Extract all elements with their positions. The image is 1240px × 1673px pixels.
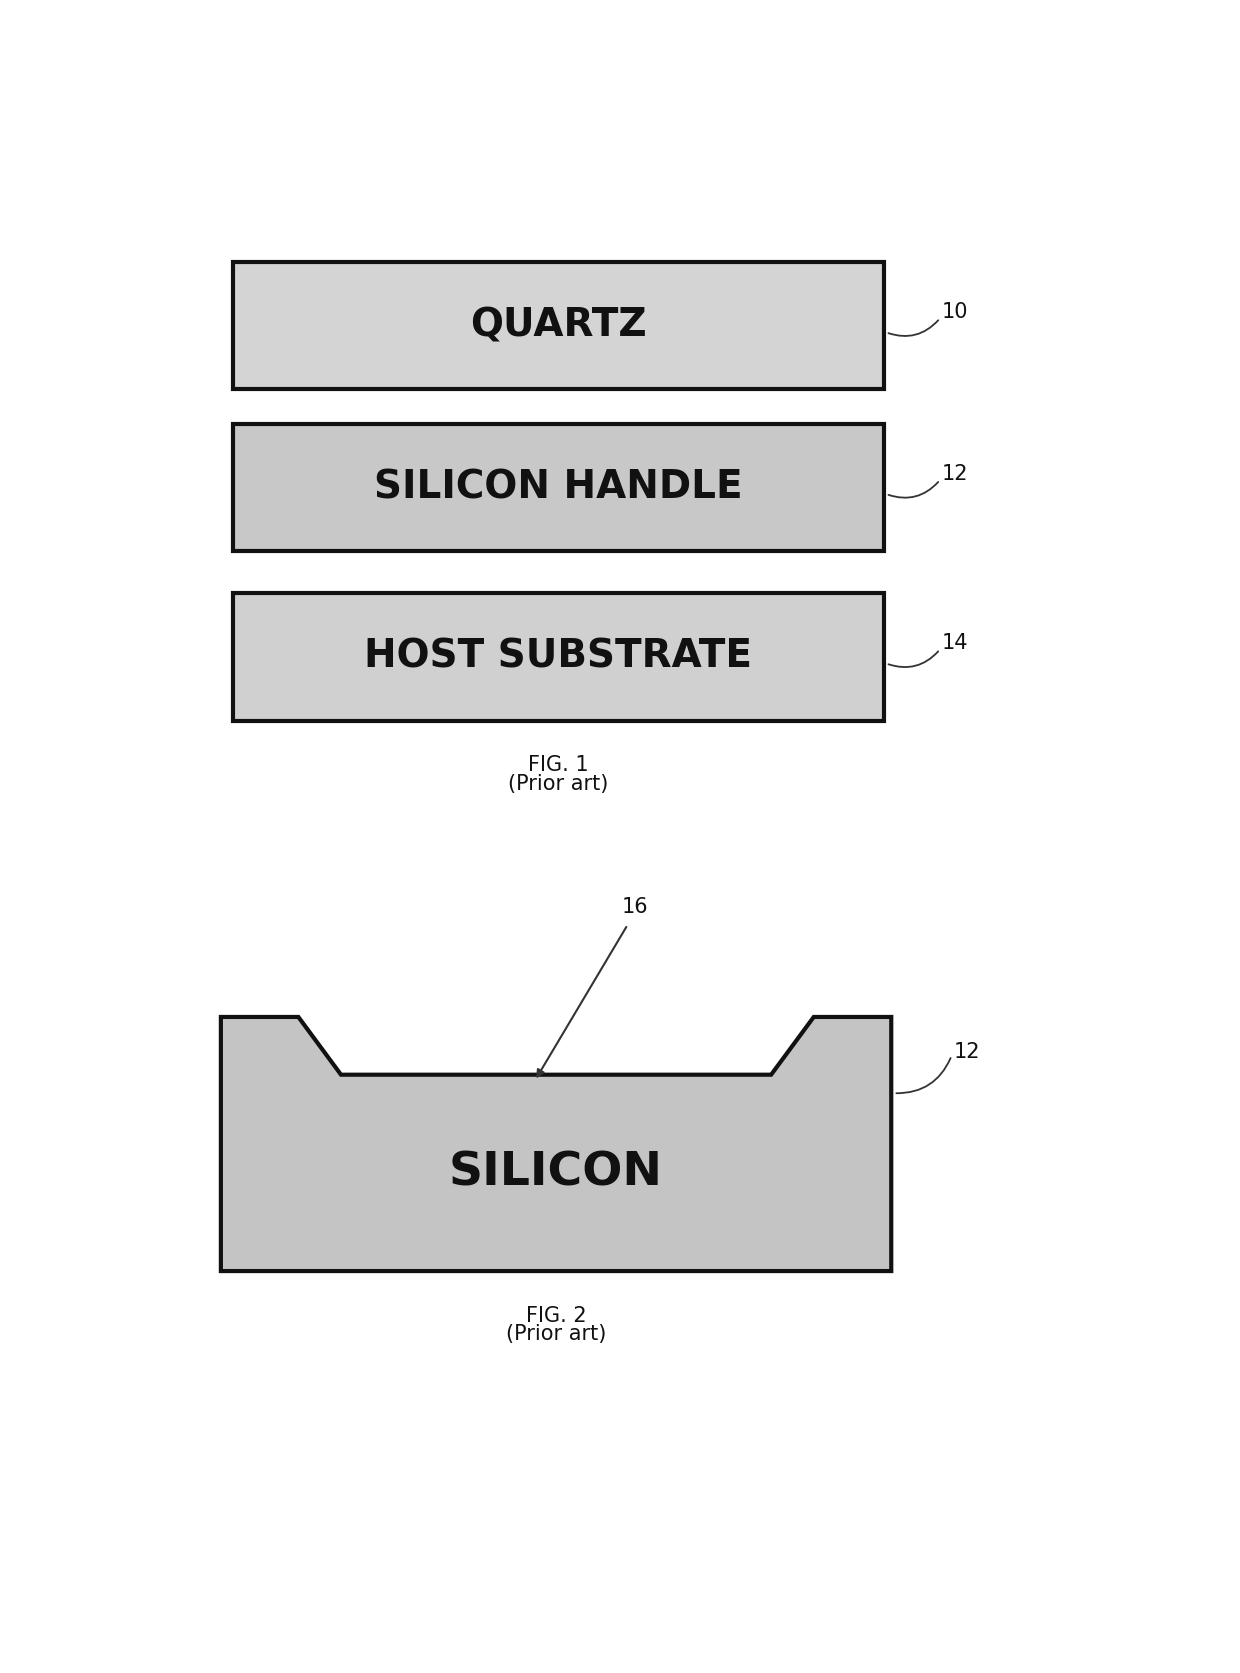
Text: FIG. 2: FIG. 2 (526, 1305, 587, 1325)
Text: 10: 10 (941, 303, 968, 321)
Text: QUARTZ: QUARTZ (470, 306, 646, 345)
Text: 12: 12 (954, 1042, 980, 1062)
Bar (233, 594, 883, 721)
Text: FIG. 1: FIG. 1 (528, 755, 588, 775)
Bar (233, 423, 883, 550)
Text: SILICON: SILICON (449, 1151, 663, 1196)
Bar (233, 263, 883, 390)
Text: HOST SUBSTRATE: HOST SUBSTRATE (365, 637, 751, 676)
Text: 14: 14 (941, 632, 968, 652)
Text: SILICON HANDLE: SILICON HANDLE (373, 468, 743, 507)
Text: 12: 12 (941, 463, 968, 483)
Text: 16: 16 (622, 897, 649, 917)
Text: (Prior art): (Prior art) (506, 1325, 606, 1343)
Text: (Prior art): (Prior art) (508, 773, 608, 793)
Polygon shape (221, 1017, 892, 1271)
